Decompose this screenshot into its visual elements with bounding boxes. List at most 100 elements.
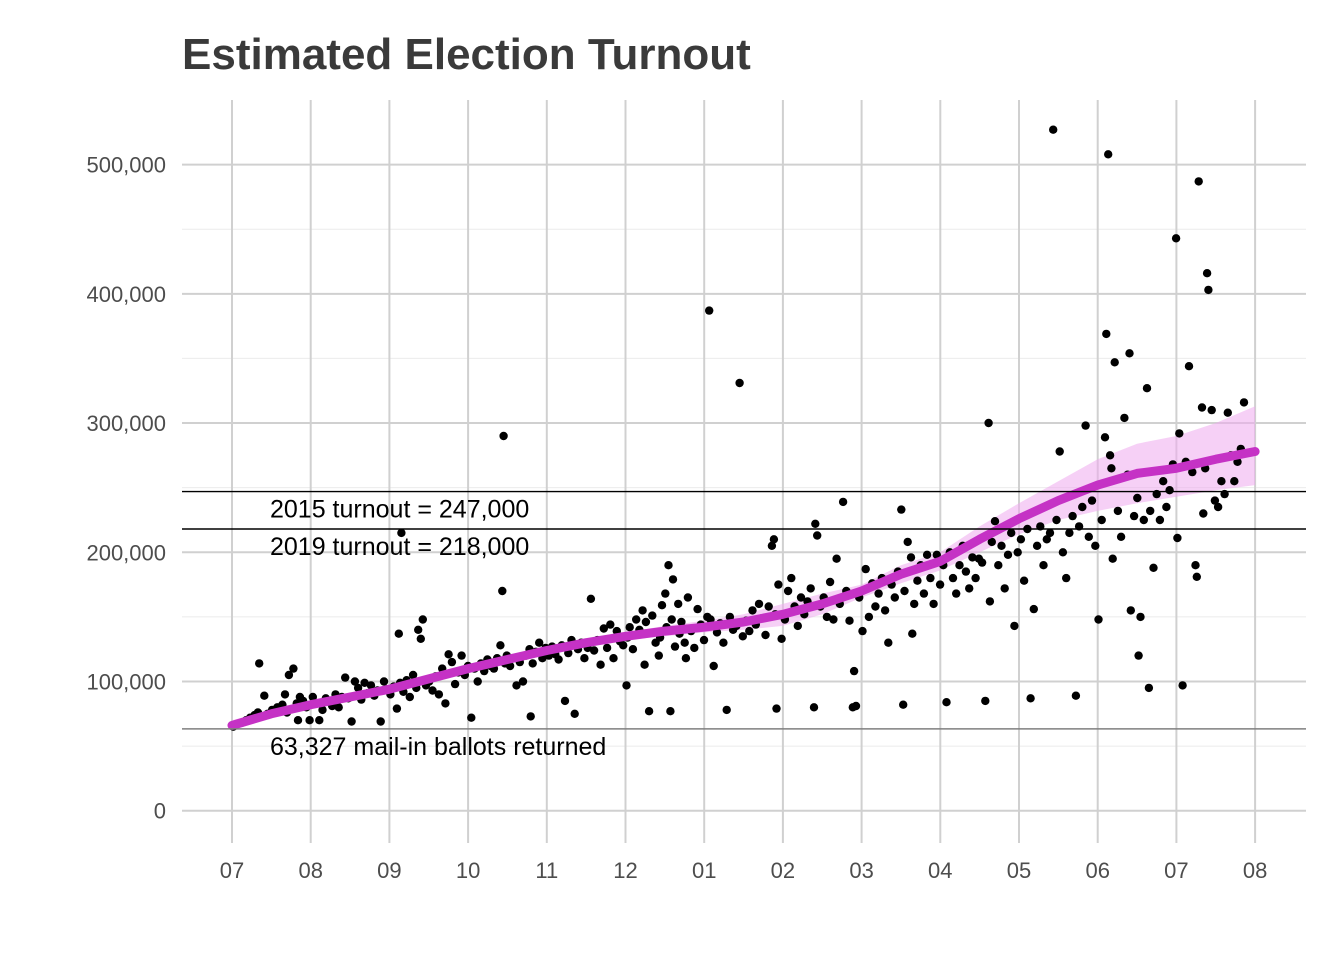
data-point (935, 580, 945, 589)
data-point (1013, 548, 1022, 557)
data-point (315, 716, 324, 725)
data-point (416, 634, 425, 643)
data-point (777, 634, 786, 643)
data-point (748, 606, 757, 615)
data-point (942, 698, 951, 707)
data-point (767, 541, 777, 550)
data-point (664, 561, 673, 570)
data-point (764, 602, 773, 611)
data-point (851, 701, 861, 711)
data-point (644, 707, 654, 716)
data-point (705, 306, 714, 315)
data-point (606, 620, 615, 629)
data-point (1062, 573, 1071, 583)
data-point (1100, 433, 1110, 442)
data-point (499, 431, 508, 441)
y-tick-label: 0 (154, 799, 166, 824)
x-tick-label: 10 (456, 858, 480, 883)
data-point (1213, 502, 1223, 512)
data-point (1097, 515, 1106, 525)
data-point (602, 643, 612, 653)
data-point (457, 651, 466, 660)
data-point (1084, 532, 1094, 541)
data-point (864, 612, 874, 622)
data-point (376, 717, 385, 726)
x-tick-label: 07 (1164, 858, 1188, 883)
trend-line (227, 447, 1260, 730)
chart-title: Estimated Election Turnout (182, 30, 751, 79)
data-point (1133, 493, 1142, 503)
data-point (683, 593, 693, 602)
data-point (1091, 541, 1100, 550)
data-point (796, 593, 806, 602)
y-tick-label: 300,000 (86, 411, 166, 436)
data-point (667, 615, 676, 624)
data-point (1191, 561, 1200, 570)
data-point (1149, 563, 1158, 572)
data-point (1081, 421, 1090, 430)
data-point (528, 659, 537, 668)
data-point (680, 638, 689, 647)
data-point (1146, 506, 1155, 516)
data-point (632, 615, 641, 624)
data-point (693, 604, 702, 614)
data-point (670, 642, 680, 651)
y-tick-label: 200,000 (86, 540, 166, 565)
data-point (1007, 528, 1016, 538)
data-point (596, 660, 605, 669)
data-point (952, 589, 961, 598)
x-tick-label: 04 (928, 858, 952, 883)
data-point (1197, 403, 1207, 412)
data-point (897, 505, 906, 514)
data-point (518, 677, 528, 686)
data-point (496, 641, 505, 650)
data-point (890, 593, 899, 602)
data-point (1102, 329, 1111, 339)
data-point (661, 589, 670, 598)
data-point (1184, 362, 1194, 371)
data-point (793, 621, 802, 631)
x-tick-label: 05 (1007, 858, 1031, 883)
data-point (599, 624, 608, 633)
data-point (589, 646, 599, 655)
data-point (450, 679, 460, 689)
data-point (1032, 541, 1042, 550)
data-point (473, 677, 482, 686)
data-point (1065, 528, 1074, 538)
data-point (1165, 486, 1174, 495)
data-point (772, 704, 781, 713)
data-point (405, 692, 414, 702)
data-point (1058, 548, 1068, 557)
x-tick-label: 08 (1243, 858, 1267, 883)
data-point (845, 616, 854, 625)
data-point (1116, 532, 1126, 541)
data-point (1126, 606, 1136, 615)
data-point (305, 716, 314, 725)
data-point (648, 611, 657, 620)
data-point (994, 561, 1003, 570)
data-point (906, 553, 916, 562)
data-point (971, 573, 980, 583)
y-tick-label: 500,000 (86, 153, 166, 178)
data-point (444, 650, 453, 659)
data-point (926, 573, 935, 583)
data-point (408, 670, 418, 680)
data-point (1192, 572, 1202, 581)
data-point (984, 418, 993, 428)
data-point (1210, 496, 1220, 505)
x-axis-ticks: 07 08 09 10 11 12 01 02 03 04 05 06 07 08 (220, 858, 1268, 883)
data-point (822, 612, 832, 622)
data-point (961, 567, 971, 576)
data-point (570, 709, 579, 718)
data-point (1207, 405, 1216, 415)
x-tick-label: 01 (692, 858, 716, 883)
data-point (1104, 150, 1113, 159)
data-point (334, 703, 343, 712)
x-tick-label: 11 (535, 858, 558, 883)
reference-lines: 2015 turnout = 247,000 2019 turnout = 218… (182, 490, 1306, 761)
data-point (1113, 506, 1123, 516)
data-point (1162, 502, 1171, 512)
data-point (622, 681, 631, 690)
data-point (619, 641, 628, 650)
